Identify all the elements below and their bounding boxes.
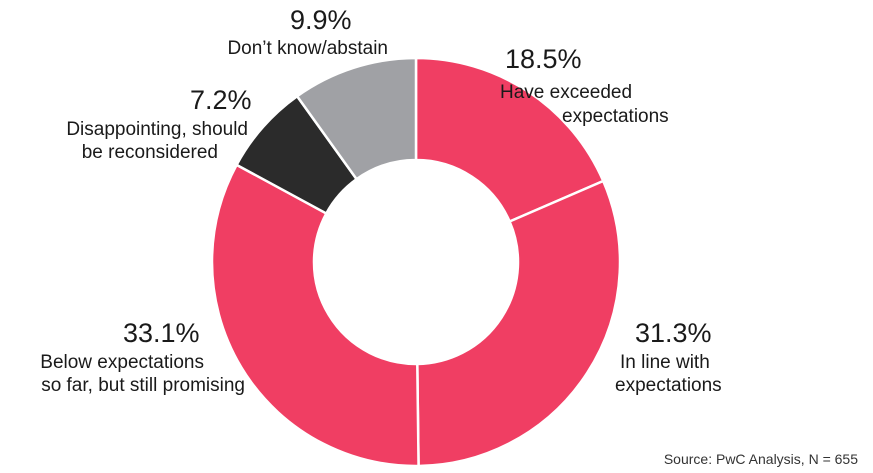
category-label-in-line-line2: expectations [615, 375, 722, 396]
value-label-below: 33.1% [123, 318, 200, 348]
value-label-in-line: 31.3% [635, 318, 712, 348]
category-label-disappointing-line1: Disappointing, should [66, 119, 248, 140]
value-label-exceeded: 18.5% [505, 44, 582, 74]
category-label-dont-know: Don’t know/abstain [227, 38, 388, 59]
category-label-below-line1: Below expectations [40, 352, 204, 373]
source-note: Source: PwC Analysis, N = 655 [664, 451, 858, 467]
donut-slices [210, 56, 622, 468]
value-label-dont-know: 9.9% [290, 5, 352, 35]
category-label-disappointing-line2: be reconsidered [82, 142, 218, 163]
slice-in-line [416, 179, 622, 468]
category-label-in-line-line1: In line with [620, 352, 710, 373]
category-label-below-line2: so far, but still promising [41, 375, 245, 396]
category-label-exceeded-line2: expectations [562, 106, 669, 127]
slice-dont-know [295, 56, 418, 181]
slice-exceeded [414, 56, 605, 224]
value-label-disappointing: 7.2% [190, 85, 252, 115]
category-label-exceeded-line1: Have exceeded [500, 82, 632, 103]
slice-below [210, 163, 420, 468]
